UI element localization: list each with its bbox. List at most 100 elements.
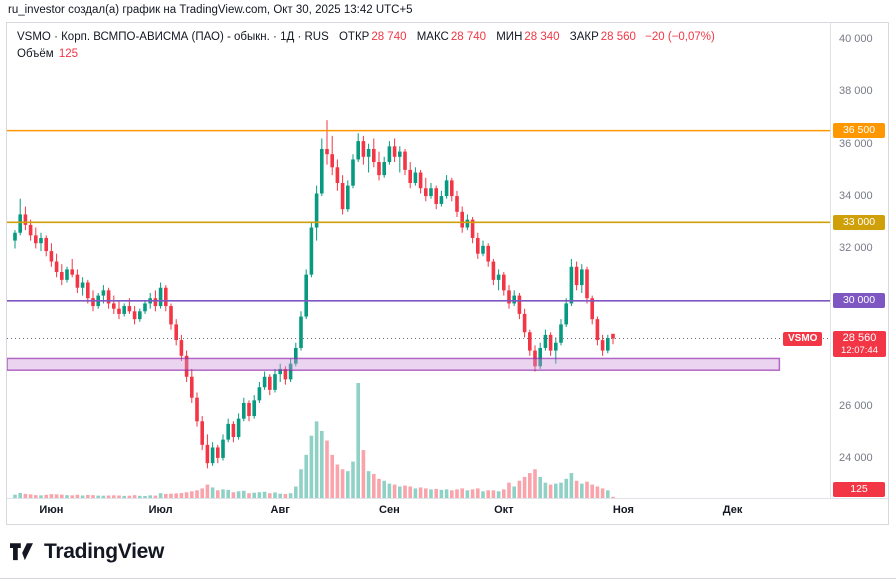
time-axis-month-label: Сен [379, 504, 400, 516]
candle-body [465, 219, 470, 228]
candle-body [460, 211, 464, 228]
volume-bar [314, 421, 319, 498]
volume-bar [564, 478, 568, 498]
candle-body [491, 261, 496, 280]
volume-bar [205, 484, 210, 498]
support-zone-band[interactable] [7, 357, 781, 371]
candle-body [143, 303, 147, 312]
candle-body [242, 402, 246, 419]
candle-body [590, 298, 594, 320]
volume-bar [543, 482, 548, 498]
level-price-badge[interactable]: 33 000 [833, 214, 885, 230]
volume-bar [247, 493, 251, 498]
candle-body [101, 290, 106, 296]
candle-body [346, 185, 350, 210]
candle-body [330, 154, 334, 168]
page-bottom-border [0, 578, 896, 579]
time-axis-month-label: Авг [270, 504, 290, 516]
legend-row-main[interactable]: VSMO · Корп. ВСМПО-АВИСМА (ПАО) - обыкн.… [17, 30, 715, 45]
candle-body [320, 148, 324, 194]
candle-body [585, 269, 589, 299]
volume-bar [491, 490, 496, 498]
volume-bar [351, 461, 355, 498]
volume-bar [413, 488, 418, 498]
candle-body [517, 295, 522, 314]
candle-body [512, 295, 516, 304]
candle-body [429, 188, 433, 197]
candle-body [476, 237, 480, 254]
volume-bar [164, 493, 168, 498]
volume-bar [580, 483, 584, 498]
candle-body [288, 363, 293, 380]
volume-bar [450, 490, 454, 498]
volume-bar [91, 495, 95, 498]
tradingview-footer[interactable]: TradingView [10, 539, 164, 565]
candle-body [231, 423, 236, 437]
volume-bar [13, 494, 17, 498]
candle-body [554, 342, 558, 351]
volume-bar [54, 494, 59, 498]
volume-bar [86, 494, 90, 498]
volume-bar [429, 489, 433, 498]
price-axis[interactable]: 28 560 12:07:44 125 40 000 38 000 36 000 34… [830, 23, 888, 498]
volume-bar [226, 489, 230, 498]
volume-bar [18, 493, 22, 498]
candle-body [372, 148, 376, 163]
candle-body [86, 282, 90, 299]
low-label: МИН [496, 31, 523, 43]
volume-bar [455, 489, 459, 498]
volume-bar [585, 481, 589, 498]
volume-bar [23, 493, 28, 498]
volume-bar [559, 482, 563, 498]
candle-body [299, 316, 303, 348]
volume-bar [44, 494, 48, 498]
volume-bar [148, 495, 152, 498]
volume-bar [309, 435, 314, 498]
chart-panel: VSMO · Корп. ВСМПО-АВИСМА (ПАО) - обыкн.… [6, 22, 889, 525]
candle-body [283, 368, 288, 380]
volume-bar [611, 496, 615, 498]
plot-area[interactable]: VSMO [7, 23, 830, 498]
volume-bar [476, 488, 480, 498]
level-price-badge[interactable]: 36 500 [833, 123, 885, 139]
candle-body [127, 306, 132, 312]
time-axis[interactable]: Июн Июл Авг Сен Окт Ноя Дек [7, 498, 888, 524]
level-price-badge[interactable]: 30 000 [833, 293, 885, 309]
price-chart[interactable] [7, 23, 830, 498]
symbol-name[interactable]: VSMO [17, 31, 51, 43]
volume-bar [122, 495, 126, 498]
volume-bar [65, 495, 69, 498]
volume-bar [481, 491, 485, 498]
volume-bar [398, 486, 402, 498]
volume-bar [200, 488, 204, 498]
candle-body [439, 196, 444, 204]
chart-legend: VSMO · Корп. ВСМПО-АВИСМА (ПАО) - обыкн.… [17, 30, 715, 62]
volume-bar [299, 469, 303, 498]
volume-bar [606, 490, 610, 498]
candle-body [184, 355, 189, 377]
candle-body [13, 232, 17, 241]
volume-bar [34, 495, 38, 498]
volume-bar [470, 489, 475, 498]
last-price-value: 28 560 [842, 331, 877, 344]
candle-body [502, 274, 506, 291]
price-tick-label: 40 000 [839, 32, 873, 45]
volume-bar [101, 495, 106, 498]
candle-body [398, 151, 402, 157]
candle-body [106, 290, 111, 304]
candle-body [44, 237, 48, 252]
volume-bar [403, 485, 407, 498]
volume-bar [424, 488, 428, 498]
symbol-description[interactable]: · Корп. ВСМПО-АВИСМА (ПАО) - обыкн. · 1Д… [54, 31, 329, 43]
candle-body [548, 334, 553, 351]
candle-body [294, 347, 298, 364]
volume-bar [28, 494, 33, 498]
legend-row-volume[interactable]: Объём 125 [17, 47, 715, 62]
candle-body [522, 313, 527, 333]
candle-body [382, 162, 386, 176]
volume-bar [600, 488, 605, 498]
candle-body [559, 324, 563, 343]
candle-body [595, 319, 600, 341]
candle-body [309, 227, 314, 275]
candle-body [361, 141, 366, 157]
